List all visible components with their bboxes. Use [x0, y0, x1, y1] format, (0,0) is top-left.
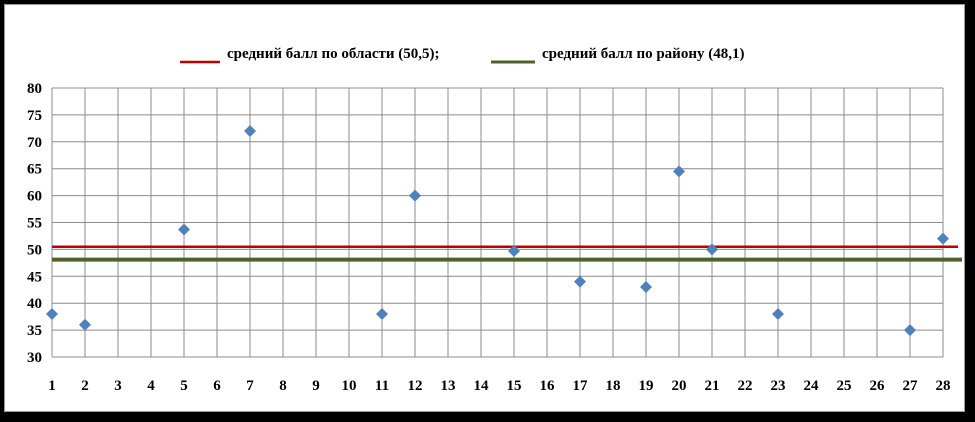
y-tick-label: 35 — [27, 323, 42, 339]
y-tick-label: 55 — [27, 216, 42, 232]
y-tick-label: 40 — [27, 296, 42, 312]
chart-frame: 30 35 40 45 50 55 60 65 70 75 80 1 2 3 4 5 6 7 8 9 10 11 12 13… — [4, 4, 965, 412]
data-point — [640, 281, 652, 294]
legend: средний балл по области (50,5); средний … — [180, 46, 744, 64]
data-point — [79, 318, 91, 331]
x-tick-label: 27 — [903, 378, 919, 394]
data-point — [376, 307, 388, 320]
data-point — [673, 165, 685, 178]
data-points — [46, 125, 949, 337]
x-tick-label: 26 — [870, 378, 886, 394]
x-tick-label: 14 — [474, 378, 490, 394]
x-tick-label: 4 — [147, 378, 155, 394]
y-tick-label: 50 — [27, 242, 42, 258]
data-point — [508, 245, 520, 258]
y-tick-label: 65 — [27, 162, 42, 178]
x-tick-label: 24 — [804, 378, 820, 394]
x-tick-label: 9 — [312, 378, 320, 394]
x-tick-label: 28 — [936, 378, 951, 394]
legend-label-district: средний балл по району (48,1) — [542, 46, 744, 62]
data-point — [937, 232, 949, 245]
x-tick-label: 17 — [573, 378, 589, 394]
y-tick-label: 45 — [27, 269, 42, 285]
x-tick-label: 2 — [81, 378, 89, 394]
x-tick-label: 11 — [375, 378, 389, 394]
data-point — [178, 223, 190, 236]
y-tick-label: 70 — [27, 135, 42, 151]
x-tick-label: 22 — [738, 378, 753, 394]
data-point — [706, 243, 718, 256]
y-tick-label: 75 — [27, 108, 42, 124]
y-tick-label: 60 — [27, 189, 42, 205]
x-tick-label: 16 — [540, 378, 556, 394]
data-point — [409, 189, 421, 202]
y-axis-tick-labels: 30 35 40 45 50 55 60 65 70 75 80 — [27, 81, 42, 366]
x-tick-label: 20 — [672, 378, 687, 394]
x-tick-label: 18 — [606, 378, 621, 394]
y-tick-label: 80 — [27, 81, 42, 97]
reference-lines — [52, 245, 962, 262]
x-tick-label: 5 — [180, 378, 188, 394]
data-point — [574, 275, 586, 288]
grid — [51, 87, 944, 358]
x-tick-label: 10 — [342, 378, 357, 394]
x-tick-label: 7 — [246, 378, 254, 394]
x-tick-label: 13 — [441, 378, 456, 394]
x-tick-label: 12 — [408, 378, 423, 394]
data-point — [772, 307, 784, 320]
x-tick-label: 15 — [507, 378, 522, 394]
x-tick-label: 8 — [279, 378, 287, 394]
data-point — [46, 307, 58, 320]
legend-label-region: средний балл по области (50,5); — [227, 46, 440, 62]
x-tick-label: 1 — [48, 378, 56, 394]
data-point — [904, 324, 916, 337]
x-tick-label: 19 — [639, 378, 654, 394]
y-tick-label: 30 — [27, 350, 42, 366]
x-tick-label: 6 — [213, 378, 221, 394]
x-tick-label: 3 — [114, 378, 122, 394]
data-point — [244, 125, 256, 138]
x-tick-label: 23 — [771, 378, 786, 394]
x-tick-label: 25 — [837, 378, 852, 394]
x-axis-tick-labels: 1 2 3 4 5 6 7 8 9 10 11 12 13 14 15 16 17 18 19 20 21 22 23 24 2… — [48, 378, 950, 394]
x-tick-label: 21 — [705, 378, 720, 394]
